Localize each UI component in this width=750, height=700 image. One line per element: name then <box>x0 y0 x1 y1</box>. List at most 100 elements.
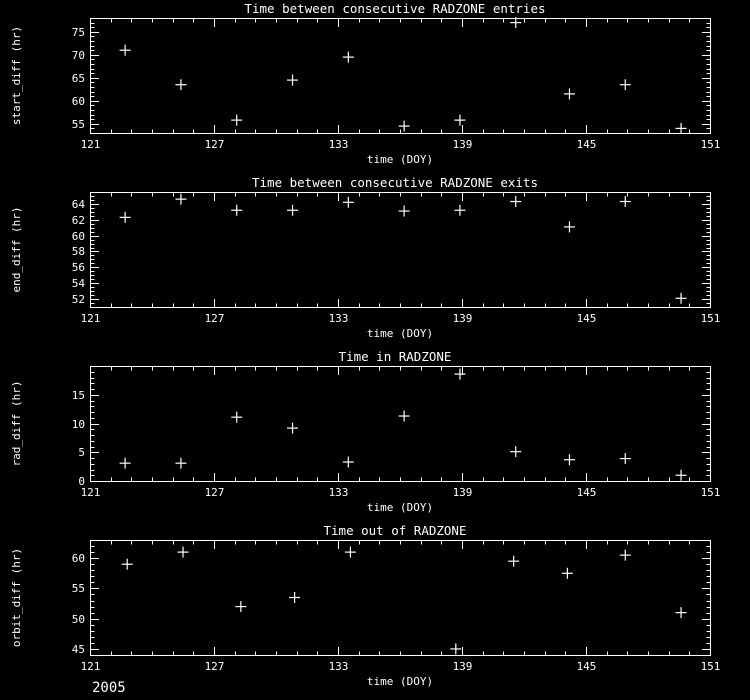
axes <box>90 192 711 308</box>
plot-frame <box>90 192 711 308</box>
data-point-marker <box>619 453 631 465</box>
data-point-marker <box>175 79 187 91</box>
x-tick-label: 151 <box>701 312 721 325</box>
data-point-marker <box>454 204 466 216</box>
y-tick-label: 54 <box>72 277 86 290</box>
plot-frame <box>90 540 711 656</box>
x-tick-label: 151 <box>701 660 721 673</box>
axes <box>90 366 711 482</box>
data-points <box>119 368 687 481</box>
plot-canvas-2: 121 127 133 139 145 151 52 54 56 58 60 62 64 Time bet… <box>10 175 721 340</box>
x-tick-label: 127 <box>205 312 225 325</box>
x-tick-label: 133 <box>329 486 349 499</box>
data-point-marker <box>619 79 631 91</box>
data-point-marker <box>342 196 354 208</box>
plot-canvas-3: 121 127 133 139 145 151 0 5 10 15 Time in RADZONE t… <box>10 349 721 514</box>
plot-title: Time between consecutive RADZONE exits <box>252 175 538 190</box>
y-tick-label: 52 <box>72 293 85 306</box>
y-tick-label: 0 <box>78 475 85 488</box>
x-axis-label: time (DOY) <box>367 675 433 688</box>
data-points <box>119 17 687 134</box>
data-point-marker <box>231 114 243 126</box>
plot-frame <box>90 18 711 134</box>
data-point-marker <box>508 555 520 567</box>
y-tick-label: 75 <box>72 26 85 39</box>
data-point-marker <box>119 211 131 223</box>
axes <box>90 540 711 656</box>
data-point-marker <box>398 410 410 422</box>
x-axis-label: time (DOY) <box>367 327 433 340</box>
data-point-marker <box>231 204 243 216</box>
data-point-marker <box>287 422 299 434</box>
y-axis-label: end_diff (hr) <box>10 206 23 292</box>
plot-panel-3: 121 127 133 139 145 151 0 5 10 15 Time in RADZONE t… <box>0 348 750 522</box>
y-tick-label: 45 <box>72 643 85 656</box>
x-tick-label: 133 <box>329 312 349 325</box>
plot-title: Time out of RADZONE <box>324 523 467 538</box>
data-point-marker <box>563 221 575 233</box>
y-tick-label: 55 <box>72 582 85 595</box>
x-tick-label: 145 <box>577 660 597 673</box>
data-point-marker <box>510 17 522 29</box>
x-tick-label: 127 <box>205 138 225 151</box>
y-tick-label: 70 <box>72 49 85 62</box>
x-tick-label: 121 <box>81 486 101 499</box>
data-points <box>121 546 687 655</box>
data-point-marker <box>344 546 356 558</box>
y-tick-label: 58 <box>72 245 85 258</box>
data-point-marker <box>619 196 631 208</box>
data-point-marker <box>398 120 410 132</box>
data-point-marker <box>563 88 575 100</box>
data-points <box>119 193 687 304</box>
data-point-marker <box>235 601 247 613</box>
plot-title: Time between consecutive RADZONE entries <box>244 1 545 16</box>
data-point-marker <box>342 456 354 468</box>
y-tick-label: 64 <box>72 198 86 211</box>
x-tick-label: 145 <box>577 138 597 151</box>
x-tick-label: 139 <box>453 486 473 499</box>
x-tick-label: 121 <box>81 138 101 151</box>
x-tick-label: 133 <box>329 138 349 151</box>
plot-panel-2: 121 127 133 139 145 151 52 54 56 58 60 62 64 Time bet… <box>0 174 750 348</box>
plot-panel-1: 121 127 133 139 145 151 55 60 65 70 75 Time between… <box>0 0 750 174</box>
data-point-marker <box>119 44 131 56</box>
x-tick-label: 127 <box>205 486 225 499</box>
data-point-marker <box>119 457 131 469</box>
data-point-marker <box>121 558 133 570</box>
data-point-marker <box>454 368 466 380</box>
data-point-marker <box>510 196 522 208</box>
data-point-marker <box>675 469 687 481</box>
x-tick-label: 151 <box>701 138 721 151</box>
y-tick-label: 15 <box>72 389 85 402</box>
x-tick-label: 139 <box>453 138 473 151</box>
y-axis-label: start_diff (hr) <box>10 26 23 125</box>
data-point-marker <box>287 204 299 216</box>
y-axis-label: orbit_diff (hr) <box>10 548 23 647</box>
plot-canvas-1: 121 127 133 139 145 151 55 60 65 70 75 Time between… <box>10 1 721 166</box>
plot-canvas-4: 121 127 133 139 145 151 45 50 55 60 Time out of RA… <box>10 523 721 688</box>
x-tick-label: 145 <box>577 312 597 325</box>
plot-title: Time in RADZONE <box>339 349 452 364</box>
y-tick-label: 60 <box>72 552 85 565</box>
year-label: 2005 <box>92 680 126 696</box>
data-point-marker <box>675 122 687 134</box>
data-point-marker <box>563 454 575 466</box>
x-tick-label: 121 <box>81 660 101 673</box>
data-point-marker <box>619 549 631 561</box>
data-point-marker <box>177 546 189 558</box>
x-tick-label: 133 <box>329 660 349 673</box>
y-tick-label: 56 <box>72 261 85 274</box>
data-point-marker <box>675 607 687 619</box>
y-tick-label: 62 <box>72 214 85 227</box>
data-point-marker <box>342 51 354 63</box>
y-tick-label: 60 <box>72 230 85 243</box>
data-point-marker <box>561 567 573 579</box>
x-axis-label: time (DOY) <box>367 153 433 166</box>
x-tick-label: 151 <box>701 486 721 499</box>
y-tick-label: 50 <box>72 613 85 626</box>
data-point-marker <box>450 643 462 655</box>
plot-panel-4: 121 127 133 139 145 151 45 50 55 60 Time out of RA… <box>0 522 750 696</box>
axes <box>90 18 711 134</box>
